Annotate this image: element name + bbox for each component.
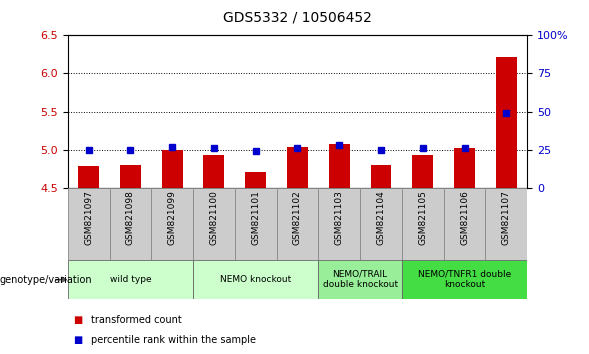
Bar [162, 149, 183, 188]
Text: NEMO/TNFR1 double
knockout: NEMO/TNFR1 double knockout [418, 270, 511, 289]
Text: genotype/variation: genotype/variation [0, 275, 92, 285]
Bar [193, 188, 235, 260]
Bar [454, 148, 475, 188]
Bar [193, 260, 318, 299]
Bar [68, 188, 110, 260]
Bar [318, 260, 402, 299]
Bar [412, 155, 433, 188]
Text: NEMO knockout: NEMO knockout [220, 275, 292, 284]
Bar [151, 188, 193, 260]
Bar [277, 188, 318, 260]
Bar [485, 188, 527, 260]
Bar [402, 260, 527, 299]
Text: ■: ■ [74, 315, 83, 325]
Text: percentile rank within the sample: percentile rank within the sample [91, 335, 256, 345]
Text: GSM821103: GSM821103 [335, 190, 344, 245]
Text: transformed count: transformed count [91, 315, 182, 325]
Bar [203, 155, 224, 188]
Bar [78, 166, 99, 188]
Bar [402, 188, 444, 260]
Bar [68, 260, 193, 299]
Text: GSM821102: GSM821102 [293, 190, 302, 245]
Bar [496, 57, 517, 188]
Bar [444, 188, 485, 260]
Bar [360, 188, 402, 260]
Bar [318, 188, 360, 260]
Bar [120, 165, 141, 188]
Bar [110, 188, 151, 260]
Text: GSM821099: GSM821099 [168, 190, 177, 245]
Text: wild type: wild type [110, 275, 151, 284]
Bar [329, 144, 350, 188]
Text: GSM821101: GSM821101 [251, 190, 260, 245]
Bar [245, 172, 266, 188]
Text: ■: ■ [74, 335, 83, 345]
Text: GSM821104: GSM821104 [376, 190, 385, 245]
Text: GSM821097: GSM821097 [84, 190, 93, 245]
Bar [370, 165, 392, 188]
Text: GDS5332 / 10506452: GDS5332 / 10506452 [223, 11, 372, 25]
Text: GSM821107: GSM821107 [502, 190, 511, 245]
Text: GSM821098: GSM821098 [126, 190, 135, 245]
Bar [235, 188, 277, 260]
Text: GSM821100: GSM821100 [210, 190, 219, 245]
Text: GSM821105: GSM821105 [418, 190, 427, 245]
Text: GSM821106: GSM821106 [460, 190, 469, 245]
Text: NEMO/TRAIL
double knockout: NEMO/TRAIL double knockout [323, 270, 398, 289]
Bar [287, 147, 308, 188]
